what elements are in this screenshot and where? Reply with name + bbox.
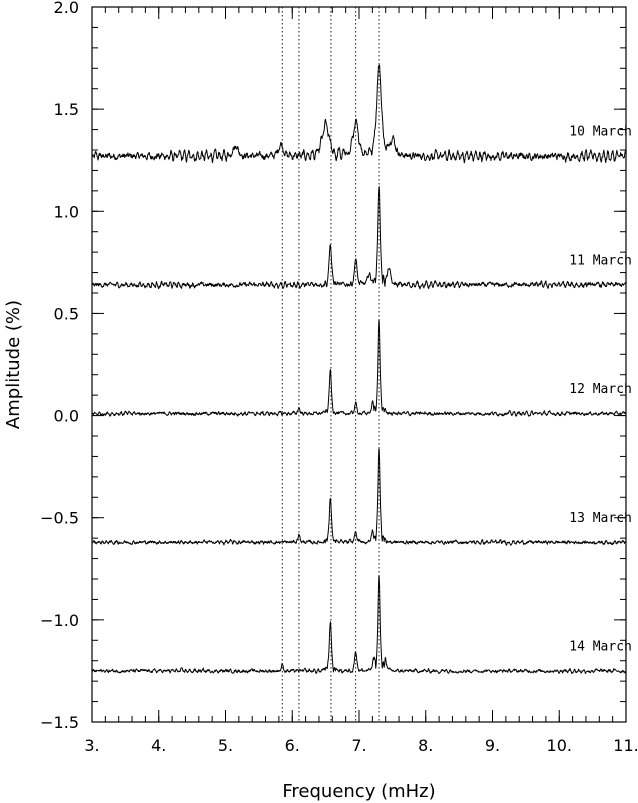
x-tick-label: 6. [285,736,300,755]
series-label: 12 March [569,382,632,397]
spectrum-trace [91,575,627,675]
spectrum-trace [91,186,627,290]
y-tick-label: 0.0 [54,407,79,426]
plot-frame [91,6,627,723]
series-label: 10 March [569,125,632,140]
y-tick-label: 1.0 [54,202,79,221]
y-axis-ticks: 2.0 1.5 1.0 0.5 0.0 −0.5 −1.0 −1.5 [40,0,626,732]
y-tick-label: −1.5 [40,713,79,732]
y-tick-label: 1.5 [54,100,79,119]
x-tick-label: 5. [218,736,233,755]
x-axis-title: Frequency (mHz) [282,781,435,802]
x-axis-ticks: 3. 4. 5. 6. 7. 8. 9. 10. 11. [84,7,638,755]
x-tick-label: 8. [418,736,433,755]
x-tick-label: 7. [351,736,366,755]
x-tick-label: 9. [485,736,500,755]
spectrum-trace [91,448,627,546]
x-tick-label: 10. [547,736,572,755]
spectrum-traces [91,64,627,675]
spectrum-trace [91,64,627,164]
x-tick-label: 3. [84,736,99,755]
y-tick-label: −0.5 [40,509,79,528]
reference-lines [281,7,380,722]
series-label: 14 March [569,640,632,655]
spectrum-trace [91,319,627,417]
series-label: 13 March [569,511,632,526]
y-axis-title: Amplitude (%) [3,300,24,429]
y-tick-label: −1.0 [40,611,79,630]
y-tick-label: 2.0 [54,0,79,17]
x-tick-label: 4. [151,736,166,755]
series-label: 11 March [569,253,632,268]
x-tick-label: 11. [613,736,638,755]
series-labels: 10 March 11 March 12 March 13 March 14 March [569,125,632,655]
y-tick-label: 0.5 [54,304,79,323]
